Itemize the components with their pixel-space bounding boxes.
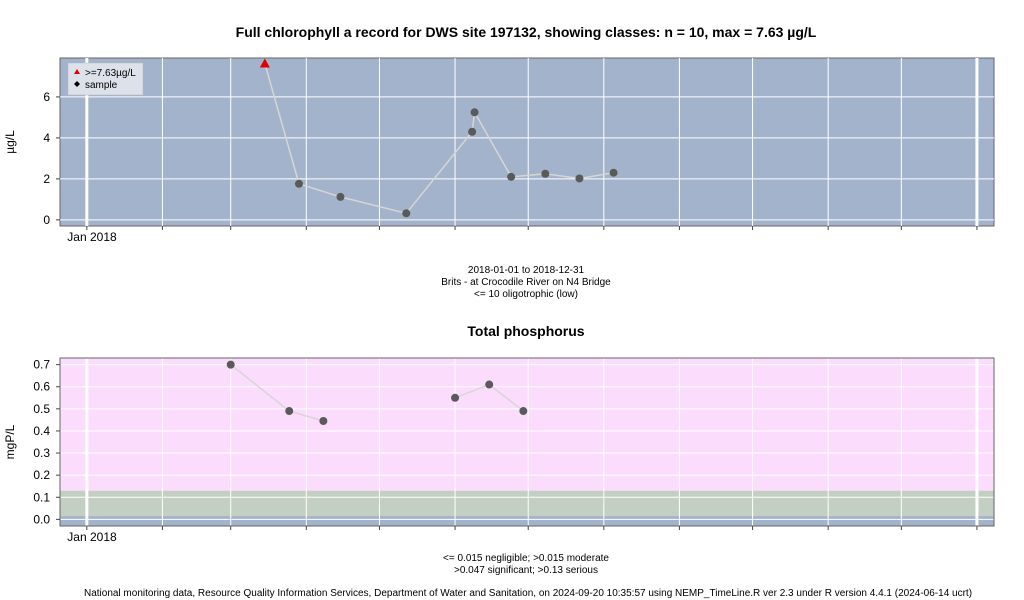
chart2-x-axis xyxy=(86,526,978,530)
data-point xyxy=(319,417,328,425)
y-tick-label: 0.0 xyxy=(33,512,50,526)
chart1-x-label-line-2: Brits - at Crocodile River on N4 Bridge xyxy=(441,277,611,288)
chart2-x-label-line-2: >0.047 significant; >0.13 serious xyxy=(454,565,598,576)
series-connector xyxy=(579,171,614,180)
chart2-x-tick-label: Jan 2018 xyxy=(67,530,117,544)
data-point xyxy=(507,172,516,181)
chart1-grid xyxy=(60,58,994,226)
series-connector xyxy=(405,131,473,214)
data-point xyxy=(336,192,345,201)
chart1-y-axis: 0 2 4 6 xyxy=(43,90,60,227)
y-tick-label: 0.3 xyxy=(33,446,50,460)
data-point xyxy=(485,380,494,389)
data-point xyxy=(609,168,618,177)
chart2-series xyxy=(226,360,528,425)
chart1-x-tick-label: Jan 2018 xyxy=(67,230,117,244)
chart1-legend: >=7.63µg/L sample xyxy=(67,62,144,96)
chart1-title: Full chlorophyll a record for DWS site 1… xyxy=(236,24,817,40)
chart2-x-label-line-1: <= 0.015 negligible; >0.015 moderate xyxy=(443,553,609,564)
class-band-significant xyxy=(60,490,994,517)
class-band-negligible xyxy=(60,516,994,526)
series-connector xyxy=(230,364,290,412)
data-point xyxy=(575,174,584,183)
class-band-serious xyxy=(60,358,994,491)
chlorophyll-chart: Full chlorophyll a record for DWS site 1… xyxy=(3,24,995,300)
chart2-y-axis: 0.0 0.1 0.2 0.3 0.4 0.5 0.6 0.7 xyxy=(33,358,60,526)
phosphorus-chart: Total phosphorus 0.00.10.20.30.40.50.60.… xyxy=(3,323,995,576)
series-connector xyxy=(298,183,341,198)
y-tick-label: 0.5 xyxy=(33,402,50,416)
legend-diamond-marker xyxy=(74,81,80,87)
data-point xyxy=(294,179,303,188)
y-tick-label: 0.4 xyxy=(33,424,50,438)
chart2-y-axis-label: mgP/L xyxy=(3,424,17,459)
series-connector xyxy=(340,196,407,215)
y-tick-label: 2 xyxy=(43,172,50,186)
y-tick-label: 0.2 xyxy=(33,468,50,482)
data-point xyxy=(541,169,550,178)
y-tick-label: 0 xyxy=(43,213,50,227)
data-point xyxy=(285,407,294,416)
y-tick-label: 0.7 xyxy=(33,358,50,372)
series-connector xyxy=(473,111,512,178)
series-connector xyxy=(264,63,300,184)
chart2-title: Total phosphorus xyxy=(467,323,584,339)
series-connector xyxy=(454,383,490,399)
chart1-y-axis-label: µg/L xyxy=(3,130,17,154)
chart1-series xyxy=(259,58,618,218)
y-tick-label: 4 xyxy=(43,131,50,145)
chart1-x-label-line-3: <= 10 oligotrophic (low) xyxy=(474,289,578,300)
data-point xyxy=(468,127,477,136)
chart1-x-axis xyxy=(86,226,978,230)
chart2-plot-frame xyxy=(59,357,995,527)
chart1-plot-area xyxy=(59,57,995,227)
data-point xyxy=(519,407,528,416)
chart1-legend-box xyxy=(67,62,144,96)
legend-entry-max: >=7.63µg/L xyxy=(85,68,136,79)
series-connector xyxy=(488,383,524,412)
chart2-grid xyxy=(60,358,994,526)
legend-entry-sample: sample xyxy=(85,80,118,91)
data-point-max xyxy=(259,58,270,68)
y-tick-label: 6 xyxy=(43,90,50,104)
data-point xyxy=(451,393,460,402)
footer-note: National monitoring data, Resource Quali… xyxy=(84,588,972,599)
chart2-class-bands xyxy=(60,358,994,526)
series-connector xyxy=(545,173,580,180)
series-connector xyxy=(511,173,546,178)
chart1-x-label-line-1: 2018-01-01 to 2018-12-31 xyxy=(468,265,585,276)
data-point xyxy=(470,108,479,117)
data-point xyxy=(402,209,411,218)
y-tick-label: 0.6 xyxy=(33,380,50,394)
y-tick-label: 0.1 xyxy=(33,490,50,504)
series-connector xyxy=(289,410,324,422)
data-point xyxy=(226,360,235,369)
legend-triangle-marker xyxy=(74,69,80,74)
